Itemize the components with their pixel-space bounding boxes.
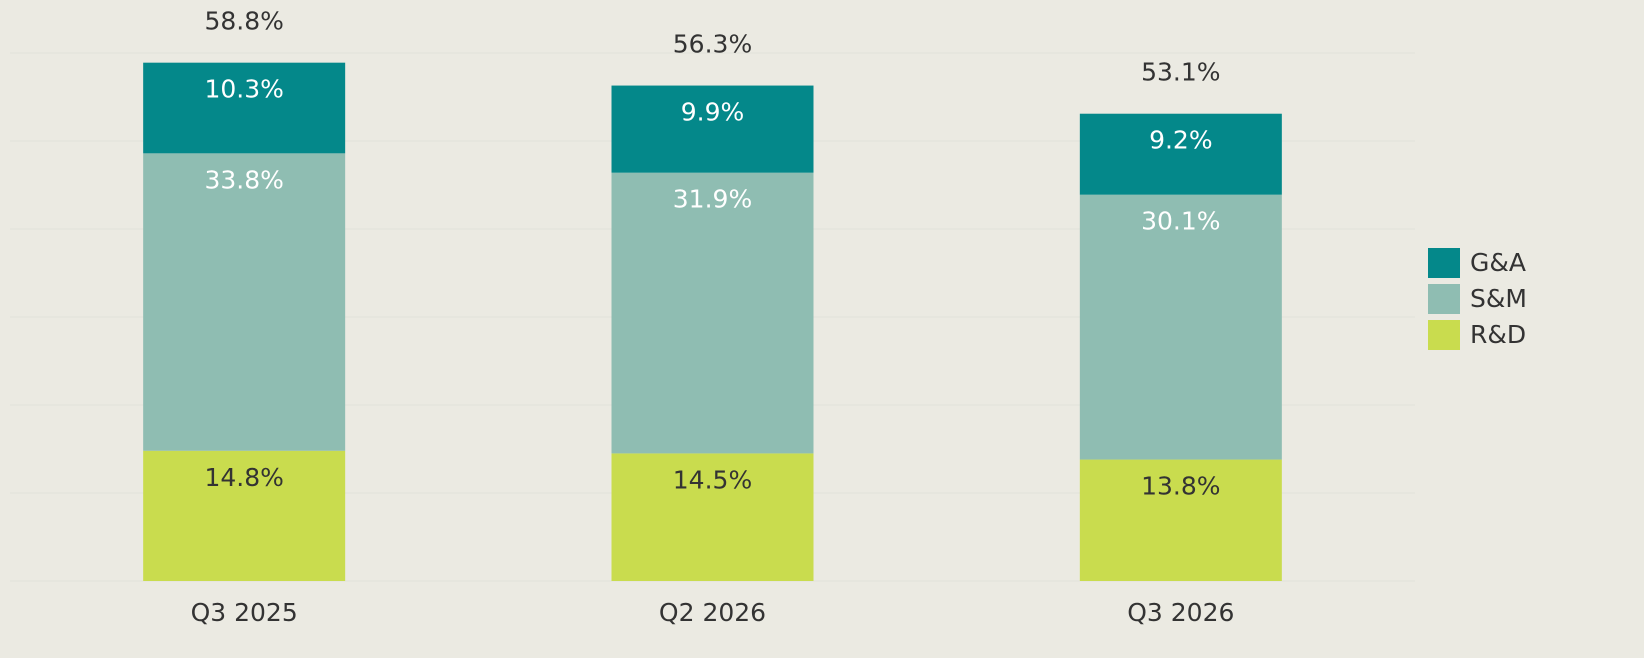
bar-segment bbox=[143, 450, 346, 581]
data-label: 9.9% bbox=[681, 98, 745, 127]
x-tick-label: Q2 2026 bbox=[659, 598, 766, 627]
bar-segment bbox=[611, 453, 814, 581]
data-label: 13.8% bbox=[1141, 472, 1220, 501]
data-label: 14.5% bbox=[673, 465, 752, 494]
total-label: 56.3% bbox=[673, 30, 752, 59]
bar-segment bbox=[1079, 459, 1282, 581]
total-label: 58.8% bbox=[204, 7, 283, 36]
bar-segment bbox=[143, 62, 346, 154]
data-label: 31.9% bbox=[673, 185, 752, 214]
legend-swatch bbox=[1428, 248, 1460, 278]
total-label: 53.1% bbox=[1141, 58, 1220, 87]
legend-label: R&D bbox=[1470, 320, 1526, 349]
bar-segment bbox=[611, 85, 814, 173]
legend-swatch bbox=[1428, 320, 1460, 350]
bar-segment bbox=[1079, 113, 1282, 195]
data-label: 9.2% bbox=[1149, 126, 1213, 155]
bar-segment bbox=[1079, 194, 1282, 460]
x-tick-label: Q3 2025 bbox=[191, 598, 298, 627]
bar-segment bbox=[143, 153, 346, 451]
legend-swatch bbox=[1428, 284, 1460, 314]
data-label: 10.3% bbox=[204, 75, 283, 104]
legend-label: G&A bbox=[1470, 248, 1526, 277]
data-label: 14.8% bbox=[204, 463, 283, 492]
data-label: 33.8% bbox=[204, 165, 283, 194]
x-tick-label: Q3 2026 bbox=[1127, 598, 1234, 627]
bar-segment bbox=[611, 172, 814, 454]
data-label: 30.1% bbox=[1141, 207, 1220, 236]
legend-label: S&M bbox=[1470, 284, 1527, 313]
